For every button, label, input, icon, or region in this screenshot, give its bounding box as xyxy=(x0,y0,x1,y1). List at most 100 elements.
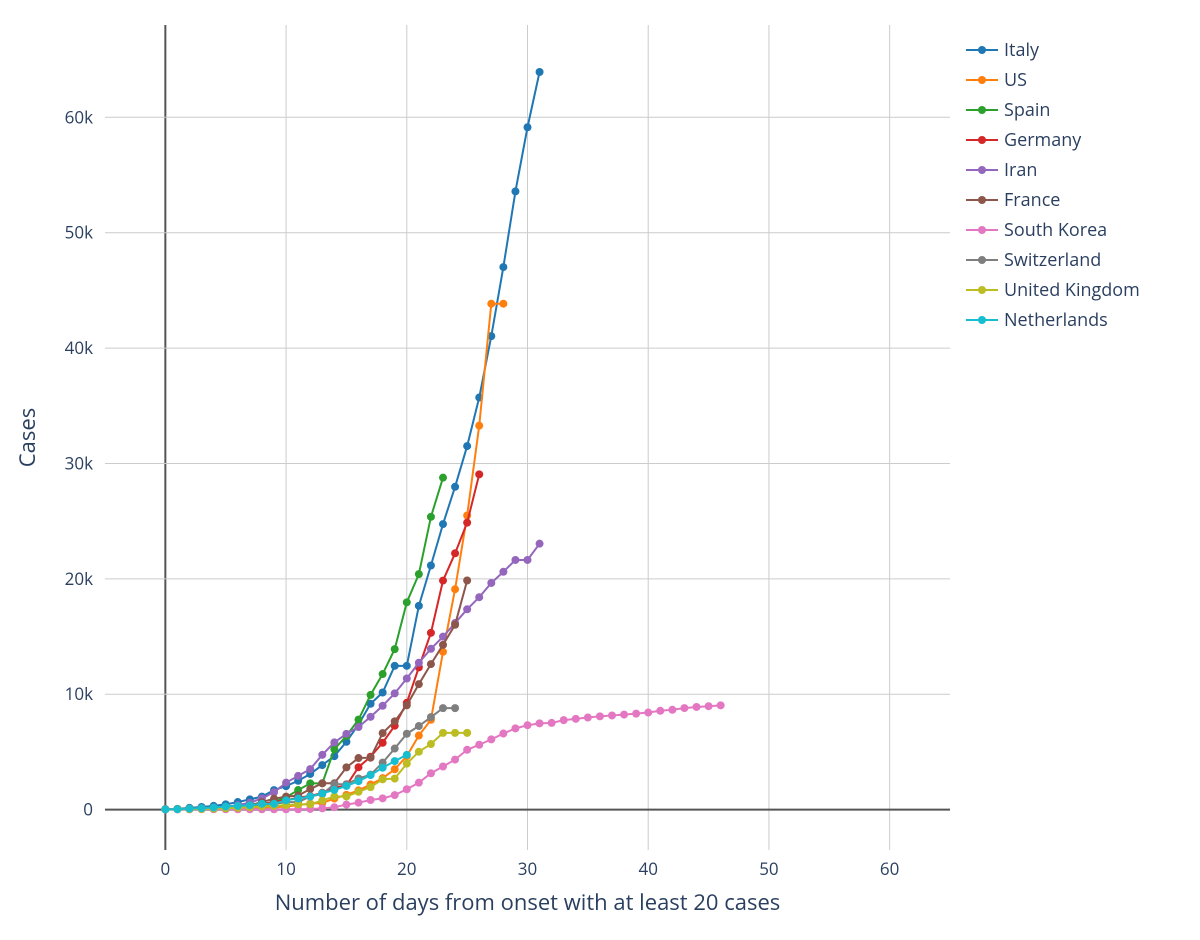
series-marker xyxy=(318,779,326,787)
y-tick-label: 0 xyxy=(83,798,93,821)
series-marker xyxy=(367,691,375,699)
series-marker xyxy=(548,719,556,727)
series-marker xyxy=(524,556,532,564)
series-marker xyxy=(355,723,363,731)
series-marker xyxy=(379,775,387,783)
series-marker xyxy=(717,701,725,709)
series-marker xyxy=(439,641,447,649)
legend-marker-icon xyxy=(978,76,986,84)
series-marker xyxy=(463,605,471,613)
series-marker xyxy=(403,785,411,793)
series-marker xyxy=(342,730,350,738)
legend-label: France xyxy=(1004,188,1060,212)
series-marker xyxy=(355,716,363,724)
legend-label: South Korea xyxy=(1004,218,1107,242)
legend-marker-icon xyxy=(978,226,986,234)
legend-swatch xyxy=(966,139,998,141)
series-marker xyxy=(427,740,435,748)
legend-marker-icon xyxy=(978,196,986,204)
legend-item-south-korea[interactable]: South Korea xyxy=(966,215,1140,245)
series-marker xyxy=(487,735,495,743)
series-marker xyxy=(632,710,640,718)
series-marker xyxy=(306,785,314,793)
legend-item-netherlands[interactable]: Netherlands xyxy=(966,305,1140,335)
series-marker xyxy=(499,300,507,308)
series-marker xyxy=(391,791,399,799)
legend-swatch xyxy=(966,109,998,111)
legend-label: Spain xyxy=(1004,98,1050,122)
series-marker xyxy=(427,660,435,668)
series-marker xyxy=(403,751,411,759)
legend-swatch xyxy=(966,319,998,321)
series-marker xyxy=(306,800,314,808)
series-marker xyxy=(270,800,278,808)
series-marker xyxy=(367,796,375,804)
series-marker xyxy=(463,519,471,527)
series-marker xyxy=(475,593,483,601)
legend-marker-icon xyxy=(978,136,986,144)
series-marker xyxy=(439,763,447,771)
x-tick-label: 30 xyxy=(518,857,537,880)
series-marker xyxy=(282,779,290,787)
legend-marker-icon xyxy=(978,256,986,264)
x-axis-title: Number of days from onset with at least … xyxy=(275,887,781,917)
series-marker xyxy=(355,799,363,807)
series-marker xyxy=(342,763,350,771)
series-marker xyxy=(693,703,701,711)
series-marker xyxy=(439,729,447,737)
series-marker xyxy=(427,769,435,777)
legend-item-france[interactable]: France xyxy=(966,185,1140,215)
series-marker xyxy=(379,689,387,697)
series-marker xyxy=(367,713,375,721)
series-marker xyxy=(403,662,411,670)
legend: Italy US Spain Germany Iran France South Korea… xyxy=(966,35,1140,335)
series-marker xyxy=(499,568,507,576)
series-marker xyxy=(391,645,399,653)
legend-item-us[interactable]: US xyxy=(966,65,1140,95)
legend-label: Italy xyxy=(1004,38,1039,62)
series-marker xyxy=(451,756,459,764)
legend-marker-icon xyxy=(978,286,986,294)
legend-label: Netherlands xyxy=(1004,308,1108,332)
series-marker xyxy=(427,513,435,521)
series-marker xyxy=(572,715,580,723)
legend-label: United Kingdom xyxy=(1004,278,1140,302)
series-marker xyxy=(439,577,447,585)
series-marker xyxy=(391,689,399,697)
series-marker xyxy=(451,483,459,491)
legend-item-iran[interactable]: Iran xyxy=(966,155,1140,185)
x-tick-label: 40 xyxy=(638,857,657,880)
legend-label: US xyxy=(1004,68,1027,92)
series-marker xyxy=(391,757,399,765)
series-marker xyxy=(282,796,290,804)
series-marker xyxy=(475,470,483,478)
series-marker xyxy=(415,659,423,667)
legend-item-germany[interactable]: Germany xyxy=(966,125,1140,155)
legend-item-italy[interactable]: Italy xyxy=(966,35,1140,65)
series-marker xyxy=(379,702,387,710)
legend-swatch xyxy=(966,199,998,201)
legend-item-spain[interactable]: Spain xyxy=(966,95,1140,125)
legend-marker-icon xyxy=(978,316,986,324)
series-marker xyxy=(306,765,314,773)
series-marker xyxy=(427,645,435,653)
series-marker xyxy=(511,724,519,732)
legend-label: Germany xyxy=(1004,128,1081,152)
series-marker xyxy=(463,442,471,450)
series-marker xyxy=(705,702,713,710)
series-marker xyxy=(536,68,544,76)
series-marker xyxy=(330,803,338,811)
series-marker xyxy=(318,751,326,759)
series-marker xyxy=(536,719,544,727)
y-tick-label: 60k xyxy=(65,105,93,128)
series-marker xyxy=(403,598,411,606)
legend-swatch xyxy=(966,169,998,171)
series-marker xyxy=(342,782,350,790)
series-marker xyxy=(487,579,495,587)
series-marker xyxy=(222,803,230,811)
legend-item-switzerland[interactable]: Switzerland xyxy=(966,245,1140,275)
x-tick-label: 60 xyxy=(880,857,899,880)
series-marker xyxy=(524,721,532,729)
legend-item-united-kingdom[interactable]: United Kingdom xyxy=(966,275,1140,305)
series-marker xyxy=(391,717,399,725)
